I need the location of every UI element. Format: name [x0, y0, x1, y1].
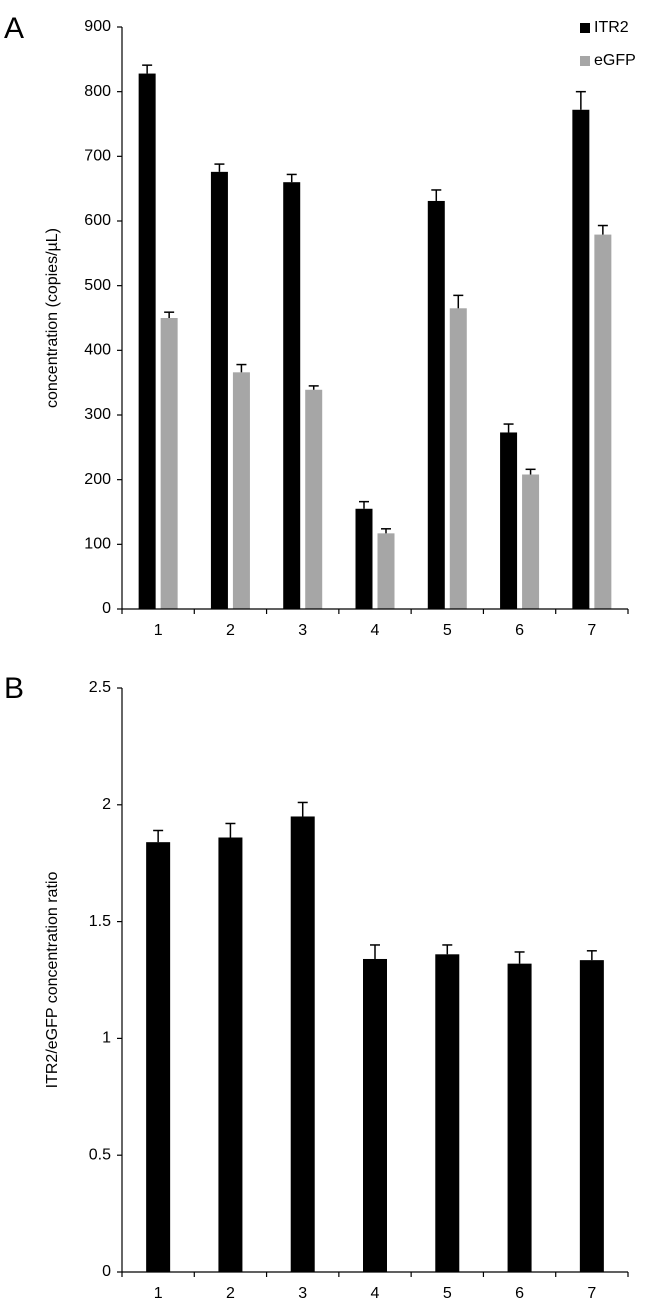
bar-egfp-6	[522, 474, 540, 609]
bar-itr2-egfp-3	[290, 816, 315, 1272]
y-tick-label: 600	[84, 212, 111, 229]
bar-egfp-2	[232, 372, 250, 609]
panel-label: A	[4, 12, 24, 45]
x-tick-label: 7	[587, 622, 596, 639]
x-tick-label: 4	[371, 622, 380, 639]
y-tick-label: 2	[102, 796, 111, 813]
x-tick-label: 6	[515, 1285, 524, 1302]
y-tick-label: 0.5	[89, 1146, 111, 1163]
x-tick-label: 5	[443, 622, 452, 639]
legend-swatch	[580, 56, 590, 66]
bar-egfp-5	[449, 308, 467, 609]
bar-itr2-5	[427, 200, 445, 609]
y-tick-label: 0	[102, 600, 111, 617]
bar-itr2-2	[210, 171, 228, 609]
panel-a-chart: A 0 100 200 300 400 500 600 700 800 900 concentrati…	[4, 12, 636, 639]
bar-egfp-7	[594, 234, 612, 609]
x-tick-label: 6	[515, 622, 524, 639]
y-tick-label: 100	[84, 536, 111, 553]
y-tick-label: 0	[102, 1263, 111, 1280]
y-tick-label: 300	[84, 406, 111, 423]
bar-itr2-6	[500, 432, 518, 609]
x-tick-label: 3	[298, 1285, 307, 1302]
bar-itr2-1	[138, 73, 156, 609]
bar-itr2-egfp-4	[363, 958, 387, 1272]
y-tick-label: 500	[84, 277, 111, 294]
y-tick-label: 2.5	[89, 679, 111, 696]
bar-itr2-egfp-7	[579, 960, 604, 1272]
y-axis-label: concentration (copies/µL)	[44, 228, 61, 408]
legend-swatch	[580, 23, 590, 33]
x-tick-label: 4	[371, 1285, 380, 1302]
y-axis-label: ITR2/eGFP concentration ratio	[44, 872, 61, 1089]
bar-itr2-egfp-6	[507, 963, 532, 1272]
y-tick-label: 200	[84, 471, 111, 488]
bar-itr2-3	[283, 182, 301, 609]
x-tick-label: 2	[226, 622, 235, 639]
y-tick-label: 400	[84, 342, 111, 359]
x-tick-label: 5	[443, 1285, 452, 1302]
y-tick-label: 1	[102, 1030, 111, 1047]
bar-itr2-4	[355, 508, 373, 609]
bar-itr2-7	[572, 109, 590, 610]
legend-label: ITR2	[594, 19, 629, 36]
panel-b-chart: B 0 0.5 1 1.5 2 2.5 ITR2/eGFP concentration rat…	[4, 672, 629, 1302]
x-tick-label: 2	[226, 1285, 235, 1302]
y-tick-label: 800	[84, 83, 111, 100]
y-tick-label: 1.5	[89, 913, 111, 930]
y-tick-label: 900	[84, 18, 111, 35]
bar-itr2-egfp-5	[435, 954, 460, 1272]
x-tick-label: 1	[154, 1285, 163, 1302]
bar-egfp-4	[377, 533, 395, 609]
x-tick-label: 3	[298, 622, 307, 639]
x-tick-label: 7	[587, 1285, 596, 1302]
panel-label: B	[4, 672, 24, 705]
bar-itr2-egfp-2	[218, 837, 243, 1272]
bar-egfp-3	[305, 389, 323, 609]
legend-label: eGFP	[594, 52, 636, 69]
x-tick-label: 1	[154, 622, 163, 639]
y-tick-label: 700	[84, 148, 111, 165]
bar-egfp-1	[160, 318, 178, 609]
bar-itr2-egfp-1	[146, 842, 171, 1272]
